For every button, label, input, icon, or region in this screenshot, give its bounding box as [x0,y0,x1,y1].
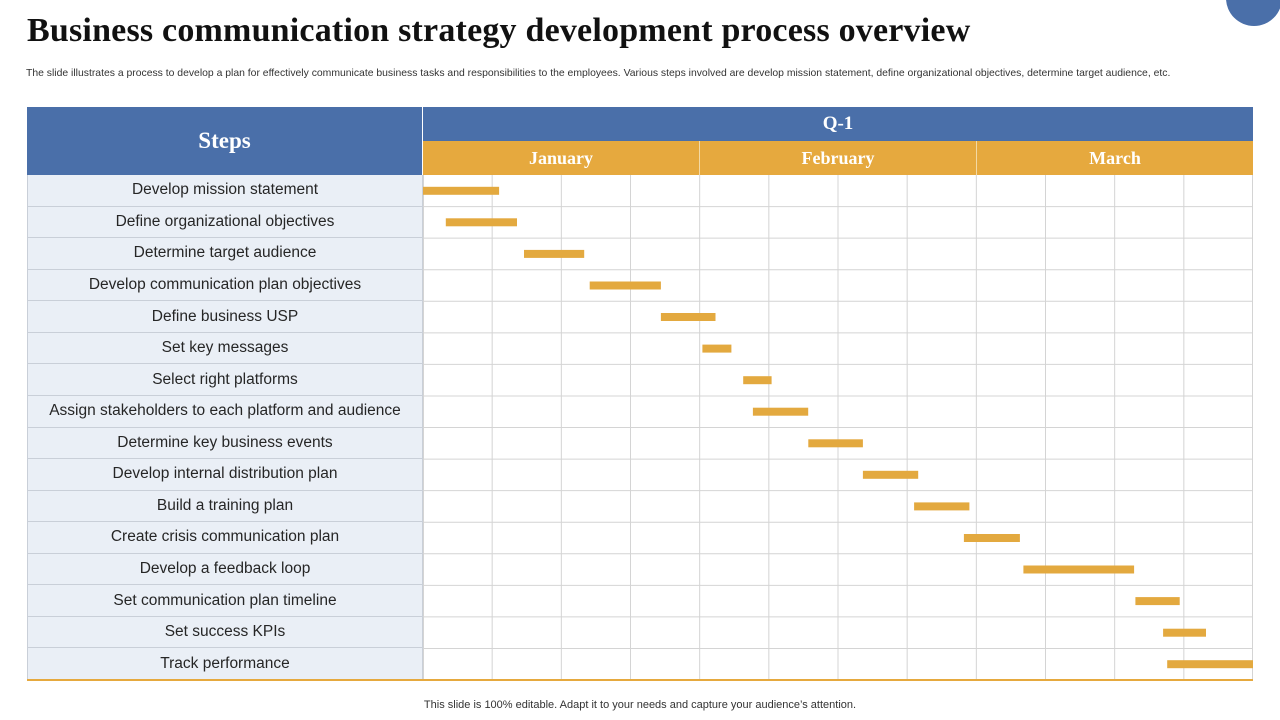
step-label: Define business USP [27,301,423,333]
gantt-chart: Steps Q-1 January February March Develop… [27,107,1253,681]
gantt-bar [445,218,517,227]
footer-note: This slide is 100% editable. Adapt it to… [423,699,857,711]
table-bottom-border [27,679,1253,681]
gantt-bar [914,502,970,511]
step-label: Set success KPIs [27,616,423,649]
step-label: Set key messages [27,332,423,365]
gantt-bar [524,249,585,258]
step-label: Set communication plan timeline [27,585,423,617]
step-label: Track performance [27,648,423,680]
step-label: Select right platforms [27,364,423,396]
page-title: Business communication strategy developm… [27,12,971,49]
corner-decoration-circle [1226,0,1280,26]
step-label: Determine target audience [27,238,423,270]
gantt-bar [808,439,863,448]
gantt-bar [963,534,1020,542]
steps-column: Develop mission statement Define organiz… [27,175,423,680]
gantt-bar [1163,628,1206,637]
gantt-bar [1135,597,1180,606]
step-label: Develop mission statement [27,175,423,207]
gantt-bar [589,281,661,290]
step-label: Develop internal distribution plan [27,459,423,491]
month-header: January [423,141,699,175]
month-header: March [976,141,1253,175]
step-label: Develop a feedback loop [27,553,423,586]
step-label: Determine key business events [27,427,423,460]
month-header-row: January February March [423,141,1253,175]
timeline-grid [423,175,1253,680]
quarter-header: Q-1 [423,107,1253,141]
gantt-bar [660,313,716,321]
step-label: Define organizational objectives [27,206,423,239]
gantt-bar [752,407,809,416]
gantt-bar [743,376,772,385]
step-label: Assign stakeholders to each platform and… [27,395,423,428]
gantt-bar [1023,565,1135,574]
step-label: Build a training plan [27,490,423,523]
gantt-bar [862,470,919,479]
timeline-grid-svg [423,175,1253,680]
step-label: Develop communication plan objectives [27,269,423,302]
gantt-bar [702,344,732,353]
step-label: Create crisis communication plan [27,522,423,554]
month-header: February [699,141,976,175]
steps-column-header: Steps [27,107,423,175]
gantt-bar [1167,660,1253,669]
gantt-bar [423,186,500,195]
page-subtitle: The slide illustrates a process to devel… [26,68,1171,79]
